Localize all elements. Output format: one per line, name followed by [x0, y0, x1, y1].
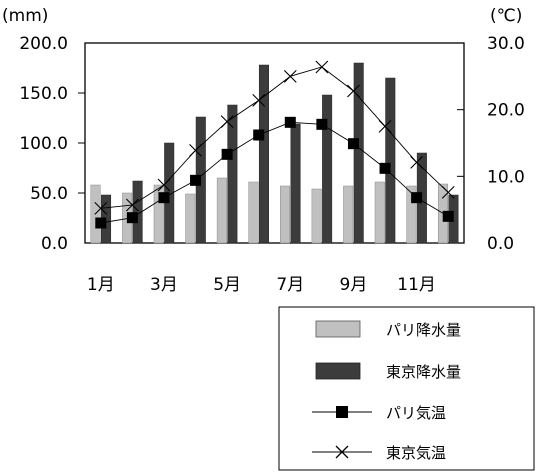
legend-label-paris-precip: パリ降水量	[386, 321, 461, 339]
legend-label-tokyo-temp: 東京気温	[386, 444, 446, 462]
x-tick-label: 5月	[213, 275, 241, 295]
x-axis: 1月 3月 5月 7月 9月 11月	[87, 275, 436, 295]
bar-paris-precip	[311, 188, 322, 244]
line-paris-temp	[100, 121, 449, 224]
line-series-group	[94, 60, 455, 229]
legend-swatch-tokyo-precip	[315, 362, 361, 380]
marker-paris-temp	[126, 212, 138, 224]
left-tick-label: 0.0	[41, 234, 68, 254]
marker-tokyo-temp	[252, 93, 266, 107]
legend-label-paris-temp: パリ気温	[386, 404, 446, 422]
legend-label-tokyo-precip: 東京降水量	[386, 363, 461, 381]
left-tick-label: 200.0	[19, 34, 68, 54]
marker-paris-temp	[316, 118, 328, 130]
bar-paris-precip	[374, 181, 385, 244]
x-tick-label: 1月	[87, 275, 115, 295]
left-axis-unit-label: (mm)	[2, 6, 48, 26]
bar-tokyo-precip	[227, 104, 238, 244]
bar-tokyo-precip	[322, 94, 333, 244]
bar-paris-precip	[248, 181, 259, 244]
marker-paris-temp	[442, 210, 454, 222]
right-tick-label: 20.0	[487, 101, 525, 121]
bar-paris-precip	[343, 185, 354, 244]
marker-tokyo-temp	[220, 115, 234, 129]
right-tick-label: 10.0	[487, 167, 525, 187]
marker-tokyo-temp	[315, 60, 329, 74]
x-tick-label: 11月	[397, 275, 436, 295]
bar-tokyo-precip	[385, 77, 396, 244]
marker-paris-temp	[221, 148, 233, 160]
right-axis-unit-label: (℃)	[490, 6, 522, 26]
right-axis: 0.0 10.0 20.0 30.0	[457, 34, 525, 254]
marker-tokyo-temp	[347, 84, 360, 98]
left-tick-label: 150.0	[19, 84, 68, 104]
marker-paris-temp	[158, 192, 170, 204]
bar-tokyo-precip	[258, 64, 269, 244]
marker-paris-temp	[379, 162, 391, 174]
bar-paris-precip	[216, 177, 227, 244]
marker-paris-temp	[284, 116, 296, 128]
marker-tokyo-temp	[189, 143, 202, 157]
marker-paris-temp	[95, 217, 107, 229]
marker-paris-temp	[411, 192, 423, 204]
marker-tokyo-temp	[94, 201, 108, 215]
legend: パリ降水量 東京降水量 パリ気温 東京気温	[278, 306, 535, 471]
left-axis: 0.0 50.0 100.0 150.0 200.0	[19, 34, 85, 254]
left-tick-label: 50.0	[30, 184, 68, 204]
legend-swatch-paris-precip	[315, 320, 361, 338]
marker-tokyo-temp	[283, 69, 297, 83]
legend-marker-paris-temp	[336, 406, 348, 418]
bar-tokyo-precip	[290, 123, 301, 244]
left-tick-label: 100.0	[19, 134, 68, 154]
marker-paris-temp	[190, 174, 202, 186]
right-tick-label: 30.0	[487, 34, 525, 54]
marker-tokyo-temp	[378, 119, 392, 133]
marker-tokyo-temp	[410, 155, 424, 169]
bar-paris-precip	[280, 185, 291, 244]
bar-series-group	[90, 62, 459, 244]
marker-paris-temp	[253, 129, 265, 141]
bar-paris-precip	[153, 184, 164, 244]
marker-paris-temp	[347, 138, 359, 150]
bar-paris-precip	[185, 193, 196, 244]
bar-paris-precip	[406, 185, 417, 244]
marker-tokyo-temp	[125, 198, 139, 212]
bar-tokyo-precip	[132, 180, 143, 244]
line-tokyo-temp	[100, 66, 449, 209]
marker-tokyo-temp	[441, 185, 455, 199]
x-tick-label: 7月	[276, 275, 304, 295]
marker-tokyo-temp	[157, 178, 171, 192]
legend-marker-tokyo-temp	[335, 445, 349, 459]
bar-tokyo-precip	[353, 62, 364, 244]
x-tick-label: 9月	[340, 275, 368, 295]
right-tick-label: 0.0	[487, 234, 514, 254]
x-tick-label: 3月	[150, 275, 178, 295]
